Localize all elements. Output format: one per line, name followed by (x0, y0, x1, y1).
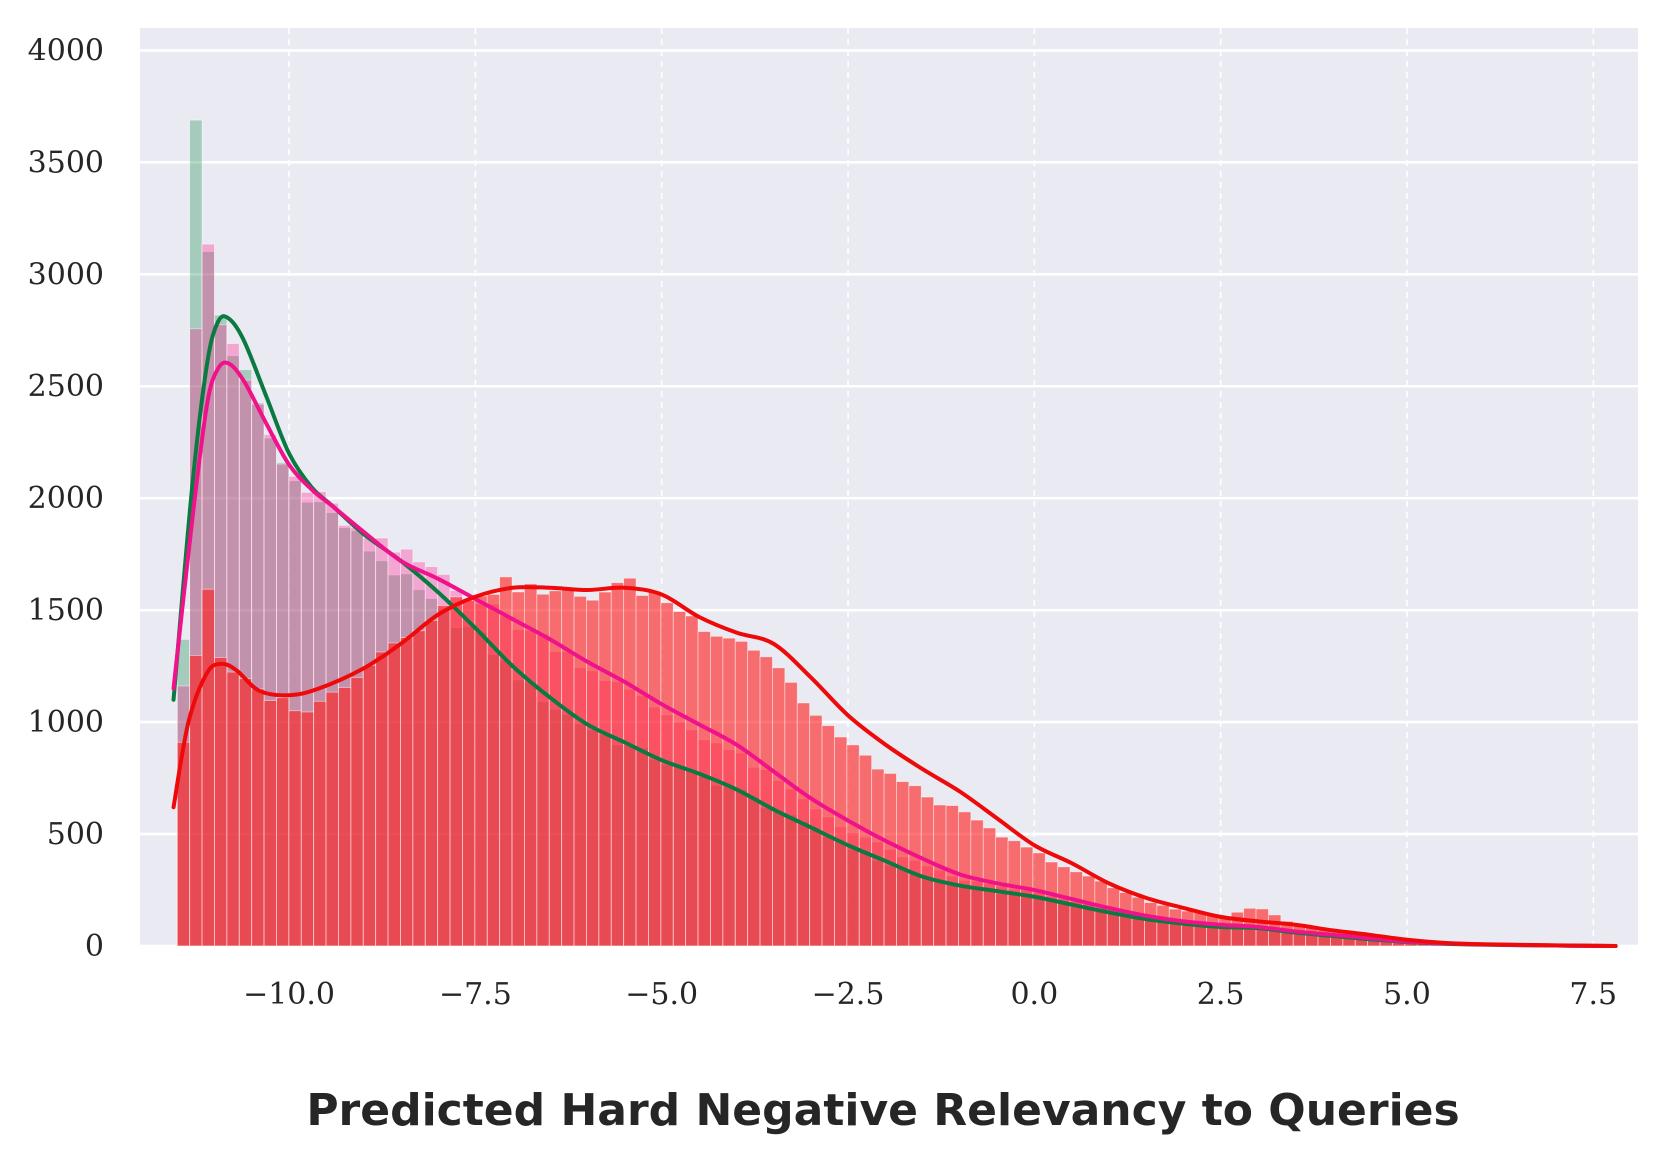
histogram-bar (648, 591, 662, 947)
x-axis-label: Predicted Hard Negative Relevancy to Que… (306, 1085, 1459, 1136)
histogram-bar (350, 676, 364, 947)
histogram-bar (1106, 887, 1121, 947)
x-tick-label: −5.0 (625, 977, 698, 1012)
histogram-bar (313, 700, 327, 947)
histogram-bar (1119, 892, 1133, 947)
histogram-bar (970, 819, 984, 947)
histogram-bar (1292, 924, 1307, 947)
histogram-bar (387, 642, 401, 947)
histogram-bar (635, 595, 649, 947)
y-tick-label: 500 (47, 817, 104, 852)
histogram-bar (1181, 910, 1195, 947)
histogram-bar (1218, 915, 1232, 947)
y-tick-label: 1000 (28, 705, 104, 740)
histogram-bar (772, 667, 786, 947)
bars-layer (176, 119, 1617, 947)
kde-line-2 (171, 585, 1618, 948)
y-tick-labels: 0 500 1000 1500 2000 2500 3000 3500 4000 (28, 33, 104, 964)
histogram-bar (1193, 912, 1207, 947)
histogram-bar (685, 615, 699, 947)
histogram-bar (362, 664, 377, 947)
histogram-bar (896, 781, 910, 947)
histogram-bar (214, 657, 228, 947)
histogram-bar (226, 671, 240, 947)
x-tick-labels: −10.0 −7.5 −5.0 −2.5 0.0 2.5 5.0 7.5 (243, 977, 1617, 1012)
histogram-bar (338, 687, 352, 947)
y-tick-label: 2000 (28, 481, 104, 516)
histogram-bar (251, 688, 265, 947)
histogram-bar (1156, 904, 1170, 947)
histogram-bar (1044, 861, 1059, 947)
histogram-bar (499, 576, 513, 947)
y-tick-label: 3000 (28, 257, 104, 292)
y-tick-label: 4000 (28, 33, 104, 68)
histogram-bar (300, 711, 315, 947)
x-tick-label: 0.0 (1010, 977, 1058, 1012)
histogram-bar (511, 591, 525, 947)
histogram-bar (908, 785, 922, 947)
histogram-bar (437, 605, 451, 947)
y-tick-label: 0 (85, 929, 104, 964)
histogram-bar (449, 596, 463, 947)
histogram-bar (288, 710, 302, 947)
x-tick-label: −2.5 (812, 977, 885, 1012)
bar-series-2 (176, 576, 1617, 947)
histogram-bar (722, 637, 736, 947)
histogram-bar (561, 589, 575, 947)
x-tick-label: 5.0 (1383, 977, 1431, 1012)
histogram-bar (697, 631, 711, 947)
x-tick-label: 2.5 (1197, 977, 1245, 1012)
histogram-bar (1131, 896, 1145, 947)
histogram-bar (524, 583, 538, 947)
histogram-bar (586, 599, 600, 947)
histogram-bar (375, 651, 389, 947)
x-tick-label: −10.0 (243, 977, 335, 1012)
histogram-bar (412, 630, 426, 947)
histogram-bar (610, 582, 625, 947)
kde-layer (171, 314, 1618, 948)
histogram-bar (238, 678, 253, 947)
kde-line-1 (171, 360, 1618, 948)
histogram-bar (933, 804, 947, 947)
x-tick-label: 7.5 (1569, 977, 1617, 1012)
histogram-bar (1206, 914, 1220, 947)
histogram-bar (1069, 871, 1083, 947)
histogram-bar (945, 805, 959, 947)
histogram-bar (263, 700, 277, 947)
histogram-bar (920, 796, 935, 947)
histogram-bar (424, 619, 439, 947)
histogram-bar (623, 577, 637, 947)
y-tick-label: 3500 (28, 145, 104, 180)
histogram-bar (276, 697, 290, 947)
histogram-bar (536, 593, 550, 947)
histogram-bar (1168, 908, 1183, 947)
histogram-bar (1057, 866, 1071, 947)
histogram-bar (400, 637, 414, 947)
histogram-bar (660, 602, 674, 947)
histogram-bar (598, 591, 612, 947)
x-tick-label: −7.5 (439, 977, 512, 1012)
histogram-bar (201, 588, 215, 947)
histogram-bar (1144, 902, 1158, 947)
histogram-bar (982, 827, 997, 947)
y-tick-label: 2500 (28, 369, 104, 404)
histogram-bar (573, 595, 587, 947)
histogram-bar (710, 635, 724, 947)
histogram-bar (474, 595, 488, 947)
histogram-bar (672, 611, 687, 947)
histogram-bar (462, 599, 476, 947)
histogram-bar (325, 691, 339, 947)
y-tick-label: 1500 (28, 593, 104, 628)
